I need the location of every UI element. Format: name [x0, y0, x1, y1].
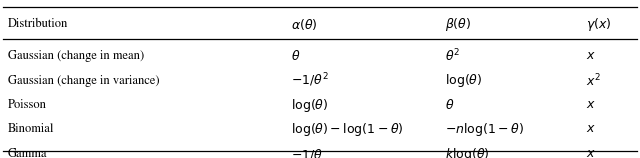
Text: $-1/\theta$: $-1/\theta$ [291, 147, 323, 158]
Text: $x$: $x$ [586, 148, 595, 158]
Text: $k\log(\theta)$: $k\log(\theta)$ [445, 146, 490, 158]
Text: $\beta(\theta)$: $\beta(\theta)$ [445, 16, 471, 33]
Text: Binomial: Binomial [8, 124, 54, 135]
Text: $\theta$: $\theta$ [291, 49, 301, 63]
Text: $-n\log(1-\theta)$: $-n\log(1-\theta)$ [445, 121, 524, 138]
Text: $x$: $x$ [586, 99, 595, 111]
Text: Gaussian (change in mean): Gaussian (change in mean) [8, 50, 144, 62]
Text: $x$: $x$ [586, 50, 595, 62]
Text: Distribution: Distribution [8, 19, 68, 30]
Text: $\log(\theta)$: $\log(\theta)$ [445, 72, 482, 89]
Text: $x$: $x$ [586, 124, 595, 135]
Text: $\log(\theta) - \log(1-\theta)$: $\log(\theta) - \log(1-\theta)$ [291, 121, 404, 138]
Text: $\theta$: $\theta$ [445, 98, 454, 112]
Text: Poisson: Poisson [8, 99, 47, 111]
Text: $x^2$: $x^2$ [586, 72, 600, 89]
Text: Gamma: Gamma [8, 148, 47, 158]
Text: Gaussian (change in variance): Gaussian (change in variance) [8, 75, 159, 87]
Text: $\gamma(x)$: $\gamma(x)$ [586, 16, 611, 33]
Text: $\theta^2$: $\theta^2$ [445, 48, 460, 64]
Text: $\log(\theta)$: $\log(\theta)$ [291, 97, 328, 114]
Text: $\alpha(\theta)$: $\alpha(\theta)$ [291, 17, 318, 32]
Text: $-1/\theta^2$: $-1/\theta^2$ [291, 72, 329, 89]
